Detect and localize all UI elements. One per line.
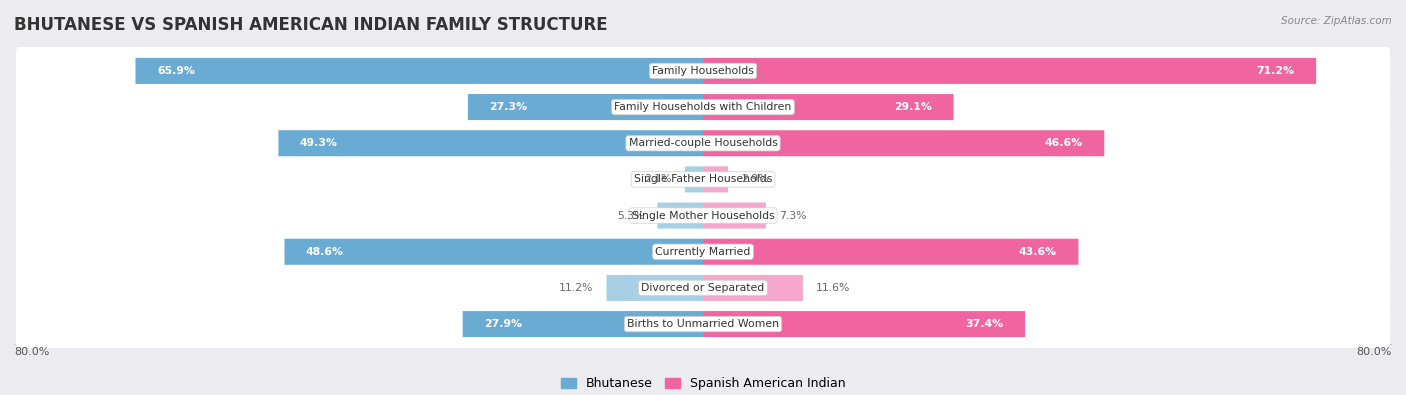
- Text: 37.4%: 37.4%: [966, 319, 1004, 329]
- Text: Married-couple Households: Married-couple Households: [628, 138, 778, 148]
- Text: Family Households with Children: Family Households with Children: [614, 102, 792, 112]
- Text: 80.0%: 80.0%: [1357, 346, 1392, 357]
- Text: 65.9%: 65.9%: [157, 66, 195, 76]
- FancyBboxPatch shape: [15, 228, 1391, 276]
- Text: Currently Married: Currently Married: [655, 247, 751, 257]
- FancyBboxPatch shape: [135, 58, 703, 84]
- Text: 2.9%: 2.9%: [741, 175, 769, 184]
- Text: 48.6%: 48.6%: [307, 247, 344, 257]
- Text: 49.3%: 49.3%: [299, 138, 337, 148]
- FancyBboxPatch shape: [15, 47, 1391, 95]
- Text: 46.6%: 46.6%: [1045, 138, 1083, 148]
- FancyBboxPatch shape: [463, 311, 703, 337]
- FancyBboxPatch shape: [15, 264, 1391, 312]
- FancyBboxPatch shape: [703, 94, 953, 120]
- Text: 2.1%: 2.1%: [644, 175, 672, 184]
- FancyBboxPatch shape: [703, 311, 1025, 337]
- FancyBboxPatch shape: [278, 130, 703, 156]
- FancyBboxPatch shape: [284, 239, 703, 265]
- FancyBboxPatch shape: [606, 275, 703, 301]
- Text: 11.6%: 11.6%: [815, 283, 851, 293]
- Legend: Bhutanese, Spanish American Indian: Bhutanese, Spanish American Indian: [555, 372, 851, 395]
- FancyBboxPatch shape: [15, 300, 1391, 348]
- FancyBboxPatch shape: [703, 239, 1078, 265]
- Text: Single Father Households: Single Father Households: [634, 175, 772, 184]
- FancyBboxPatch shape: [468, 94, 703, 120]
- Text: 27.3%: 27.3%: [489, 102, 527, 112]
- Text: 80.0%: 80.0%: [14, 346, 49, 357]
- FancyBboxPatch shape: [15, 83, 1391, 131]
- FancyBboxPatch shape: [15, 192, 1391, 239]
- FancyBboxPatch shape: [685, 166, 703, 192]
- Text: 11.2%: 11.2%: [560, 283, 593, 293]
- Text: Single Mother Households: Single Mother Households: [631, 211, 775, 220]
- FancyBboxPatch shape: [703, 203, 766, 229]
- FancyBboxPatch shape: [703, 275, 803, 301]
- Text: Births to Unmarried Women: Births to Unmarried Women: [627, 319, 779, 329]
- Text: Family Households: Family Households: [652, 66, 754, 76]
- FancyBboxPatch shape: [658, 203, 703, 229]
- Text: 7.3%: 7.3%: [779, 211, 806, 220]
- Text: 29.1%: 29.1%: [894, 102, 932, 112]
- FancyBboxPatch shape: [703, 166, 728, 192]
- Text: 71.2%: 71.2%: [1257, 66, 1295, 76]
- Text: Source: ZipAtlas.com: Source: ZipAtlas.com: [1281, 16, 1392, 26]
- Text: 5.3%: 5.3%: [617, 211, 644, 220]
- Text: 43.6%: 43.6%: [1019, 247, 1057, 257]
- FancyBboxPatch shape: [15, 119, 1391, 167]
- Text: BHUTANESE VS SPANISH AMERICAN INDIAN FAMILY STRUCTURE: BHUTANESE VS SPANISH AMERICAN INDIAN FAM…: [14, 16, 607, 34]
- FancyBboxPatch shape: [15, 156, 1391, 203]
- FancyBboxPatch shape: [703, 58, 1316, 84]
- FancyBboxPatch shape: [703, 130, 1104, 156]
- Text: Divorced or Separated: Divorced or Separated: [641, 283, 765, 293]
- Text: 27.9%: 27.9%: [484, 319, 522, 329]
